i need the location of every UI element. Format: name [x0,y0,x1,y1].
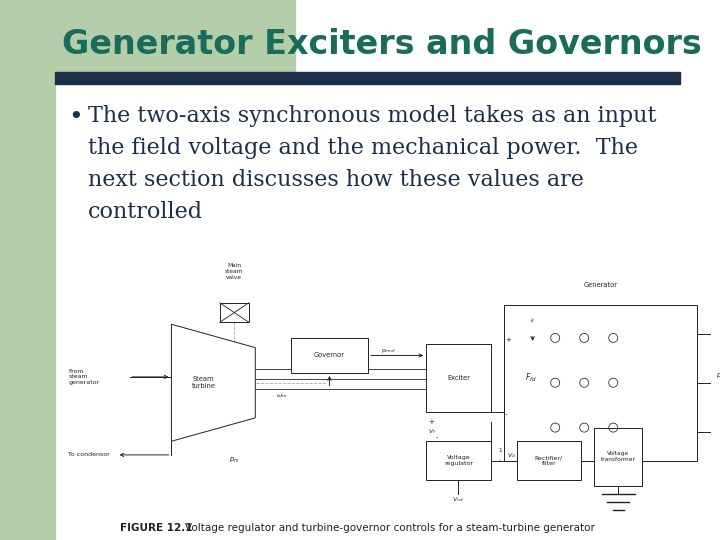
Text: -: - [505,411,508,417]
Text: FIGURE 12.1: FIGURE 12.1 [120,523,192,533]
Text: Voltage
transformer: Voltage transformer [600,451,636,462]
Text: $p_m$: $p_m$ [230,456,240,465]
Text: $V_{ref}$: $V_{ref}$ [452,495,465,504]
Bar [0,0,55,540]
Text: $V_d$: $V_d$ [507,451,516,460]
Bar [0,0,295,72]
Text: Main
steam
valve: Main steam valve [225,264,243,280]
Text: the field voltage and the mechanical power.  The: the field voltage and the mechanical pow… [88,137,638,159]
Bar [291,338,368,373]
Text: +: + [505,337,510,343]
Text: $F_{fd}$: $F_{fd}$ [525,372,537,384]
Text: Governor: Governor [314,353,345,359]
Text: Exciter: Exciter [447,375,470,381]
Text: From
steam
generator: From steam generator [68,369,99,385]
Polygon shape [171,324,256,441]
Text: The two-axis synchronous model takes as an input: The two-axis synchronous model takes as … [88,105,657,127]
Bar [503,334,559,422]
Bar [55,72,680,84]
Bar [594,428,642,486]
Text: $p_s$: $p_s$ [716,372,720,381]
Text: $\omega_m$: $\omega_m$ [276,393,287,400]
Text: $i_f$: $i_f$ [530,316,536,325]
Bar [426,344,491,412]
Text: To condensor: To condensor [68,453,110,457]
Bar [220,303,249,322]
Text: Rectifier/
filter: Rectifier/ filter [535,455,563,466]
Text: Voltage
regulator: Voltage regulator [444,455,473,466]
Text: Voltage regulator and turbine-governor controls for a steam-turbine generator: Voltage regulator and turbine-governor c… [172,523,595,533]
Text: $p_{mref}$: $p_{mref}$ [381,347,397,355]
Text: 1: 1 [498,449,502,454]
Text: Generator Exciters and Governors: Generator Exciters and Governors [62,28,702,60]
Text: -: - [498,458,500,463]
Text: controlled: controlled [88,201,203,223]
Text: $V_f$: $V_f$ [428,427,436,436]
Text: -: - [436,434,438,440]
Text: next section discusses how these values are: next section discusses how these values … [88,169,584,191]
Bar [426,441,491,480]
Bar [516,441,581,480]
Text: +: + [428,418,434,425]
Text: Generator: Generator [583,282,617,288]
Text: Steam
turbine: Steam turbine [192,376,216,389]
Bar [503,305,697,461]
Text: •: • [68,105,83,129]
